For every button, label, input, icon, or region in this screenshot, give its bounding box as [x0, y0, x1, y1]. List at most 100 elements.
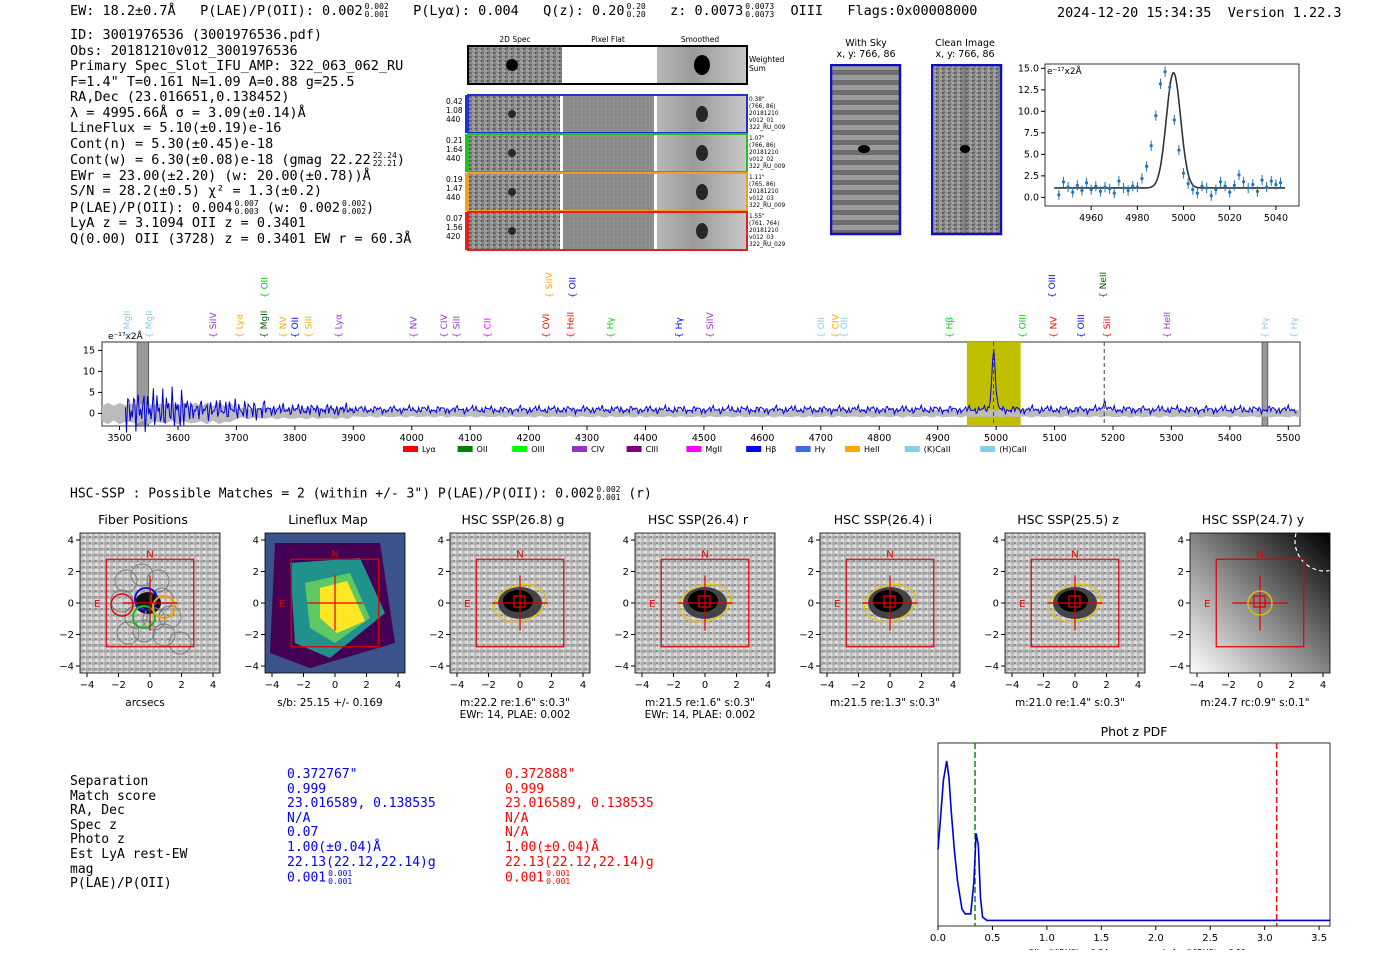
row-3-left-2: 420	[446, 232, 461, 241]
m2-plae-val: 0.001	[505, 870, 545, 886]
zoom-ytick-label-5: 12.5	[1018, 85, 1039, 96]
hsc-north-6: N	[1256, 549, 1263, 560]
hsc-heading-text: HSC-SSP : Possible Matches = 2 (within +…	[70, 486, 595, 502]
m1-mag: 22.13(22.12,22.14)g	[287, 854, 436, 870]
hsc-ytick-label-1-3: −2	[244, 630, 259, 641]
hsc-xtick-label-5-0: −4	[1005, 680, 1020, 691]
zoom-ytick-label-0: 0.0	[1024, 192, 1039, 203]
row-1-right-2: 20181210	[749, 150, 779, 156]
spec-legend-swatch-6	[746, 446, 762, 452]
zoom-point-1	[1061, 180, 1066, 184]
hsc-xtick-label-2-4: 4	[580, 680, 586, 691]
hsc-xtick-label-0-1: −2	[111, 680, 126, 691]
row-2-right-1: (765, 86)	[749, 182, 776, 188]
hsc-xtick-label-3-3: 2	[733, 680, 739, 691]
m1-photoz: 0.07	[287, 825, 319, 841]
hsc-redbox-2	[475, 558, 565, 648]
spec-line-label-32: { Hγ	[1261, 317, 1271, 338]
zoom-point-14	[1121, 186, 1126, 190]
spec-line-label-25: { OIII	[1018, 314, 1028, 338]
spec-legend-label-8: HeII	[864, 445, 880, 454]
info-contw-text: Cont(w) = 6.30(±0.08)e-18 (gmag 22.22	[70, 152, 371, 168]
photz-legend-label-0: OII z (VIRUS) = 0.34	[1028, 948, 1108, 950]
hsc-xtick-label-6-4: 4	[1320, 680, 1326, 691]
row-0-left-0: 0.42	[446, 97, 463, 106]
row-3-gap-b	[654, 212, 657, 250]
sky-stripe-12	[831, 190, 900, 195]
hsc-ytick-label-0-4: −4	[59, 662, 74, 673]
spec-xtick-label-19: 5400	[1218, 433, 1242, 444]
row-2-right-2: 20181210	[749, 189, 779, 195]
spec-flux-line	[124, 348, 1297, 433]
spec-legend-swatch-9	[904, 446, 920, 452]
spec-legend-label-7: Hγ	[815, 445, 826, 454]
spec-line-label-26: { NV	[1049, 316, 1059, 338]
hsc-xtick-label-4-0: −4	[820, 680, 835, 691]
hsc-xtick-label-4-4: 4	[950, 680, 956, 691]
zoom-point-36	[1223, 184, 1227, 188]
photz-xtick-label-6: 3.0	[1257, 933, 1273, 944]
spec-legend-label-2: OIII	[531, 445, 544, 454]
spec-xtick-label-16: 5100	[1042, 433, 1066, 444]
zoom-point-4	[1075, 183, 1079, 187]
spec-line-label-28: { OIII	[1077, 314, 1087, 338]
header-qz-sub: 0.20	[626, 10, 646, 19]
clean-cutout-title: Clean Image x, y: 766, 86	[925, 38, 1005, 60]
spec-line-label-2: { SiIV	[209, 312, 219, 338]
spec-noise-band	[102, 402, 1300, 425]
hsc-ytick-label-4-4: −4	[799, 662, 814, 673]
hsc-center-box-6	[1253, 595, 1266, 608]
sky-stripe-3	[831, 100, 900, 105]
hsc-panel-caption-1: s/b: 25.15 +/- 0.169	[245, 697, 415, 709]
zoom-point-0	[1057, 193, 1061, 197]
row-0-left-1: 1.08	[446, 106, 463, 115]
row-1-right-3: v012_02	[749, 157, 774, 163]
hsc-ytick-label-6-1: 2	[1178, 567, 1184, 578]
header-flags: Flags:0x00008000	[847, 3, 978, 19]
spec-legend-label-1: OII	[477, 445, 488, 454]
hsc-north-3: N	[701, 549, 708, 560]
zoom-axes-frame	[1044, 63, 1300, 207]
hsc-xtick-label-6-3: 2	[1288, 680, 1294, 691]
spec-line-label-23: { OII	[840, 317, 850, 338]
row-0-smoothed-source	[696, 106, 708, 122]
header-summary: EW: 18.2±0.7Å P(LAE)/P(OII): 0.002 0.002 0…	[70, 3, 978, 20]
zoom-point-23	[1163, 70, 1167, 74]
spec-xtick-label-0: 3500	[107, 433, 131, 444]
hsc-xtick-label-0-0: −4	[80, 680, 95, 691]
zoom-point-41	[1246, 186, 1250, 190]
spec-line-label-4: { OII	[260, 277, 270, 298]
row-3-right-4: 322_RU_029	[749, 242, 786, 248]
spec-line-label-8: { SiII	[304, 316, 314, 338]
label-lya-ew: Est LyA rest-EW	[70, 846, 188, 862]
spec-line-label-30: { SiII	[1103, 316, 1113, 338]
zoom-point-7	[1089, 188, 1093, 192]
spec-line-label-27: { OIII	[1048, 274, 1058, 298]
hsc-panel-title-6: HSC SSP(24.7) y	[1201, 512, 1305, 527]
photz-legend-label-1: LyA z (VIRUS) = 3.11	[1163, 948, 1246, 950]
spec-ylabel: e⁻¹⁷x2Å	[108, 330, 144, 342]
hsc-ytick-label-0-2: 0	[68, 599, 74, 610]
hsc-ellipse-4	[863, 583, 917, 623]
sky-stripe-2	[831, 90, 900, 95]
zoom-point-25	[1172, 118, 1176, 122]
sky-stripe-9	[831, 160, 900, 165]
hsc-ytick-label-1-0: 4	[253, 536, 259, 547]
zoom-xtick-label-1: 4980	[1125, 213, 1149, 224]
hsc-heading-end: (r)	[628, 486, 652, 502]
hsc-panel-caption-2: m:22.2 re:1.6" s:0.3" EWr: 14, PLAE: 0.00…	[430, 697, 600, 721]
hsc-panel-caption-3: m:21.5 re:1.6" s:0.3" EWr: 14, PLAE: 0.00…	[615, 697, 785, 721]
hsc-heading: HSC-SSP : Possible Matches = 2 (within +…	[70, 486, 652, 502]
hsc-heading-sup: 0.002	[596, 485, 621, 494]
row-1-right-4: 322_RU_009	[749, 164, 786, 170]
hsc-panel-6: N E 4 2 0 −2 −4 −4 −2 0 2 4	[1169, 530, 1338, 691]
info-plae-sub: 0.003	[234, 206, 259, 216]
info-plae-w-sup: 0.002	[341, 198, 367, 208]
spec-line-label-0: { MgII	[123, 311, 133, 338]
info-ewr: EWr = 23.00(±2.20) (w: 20.00(±0.78))Å	[70, 167, 371, 184]
row-3-right-0: 1.55"	[749, 214, 765, 220]
hsc-xtick-label-3-2: 0	[702, 680, 708, 691]
spec-legend-swatch-3	[572, 446, 587, 452]
zoom-point-39	[1237, 173, 1241, 177]
hsc-north-1: N	[331, 549, 338, 560]
